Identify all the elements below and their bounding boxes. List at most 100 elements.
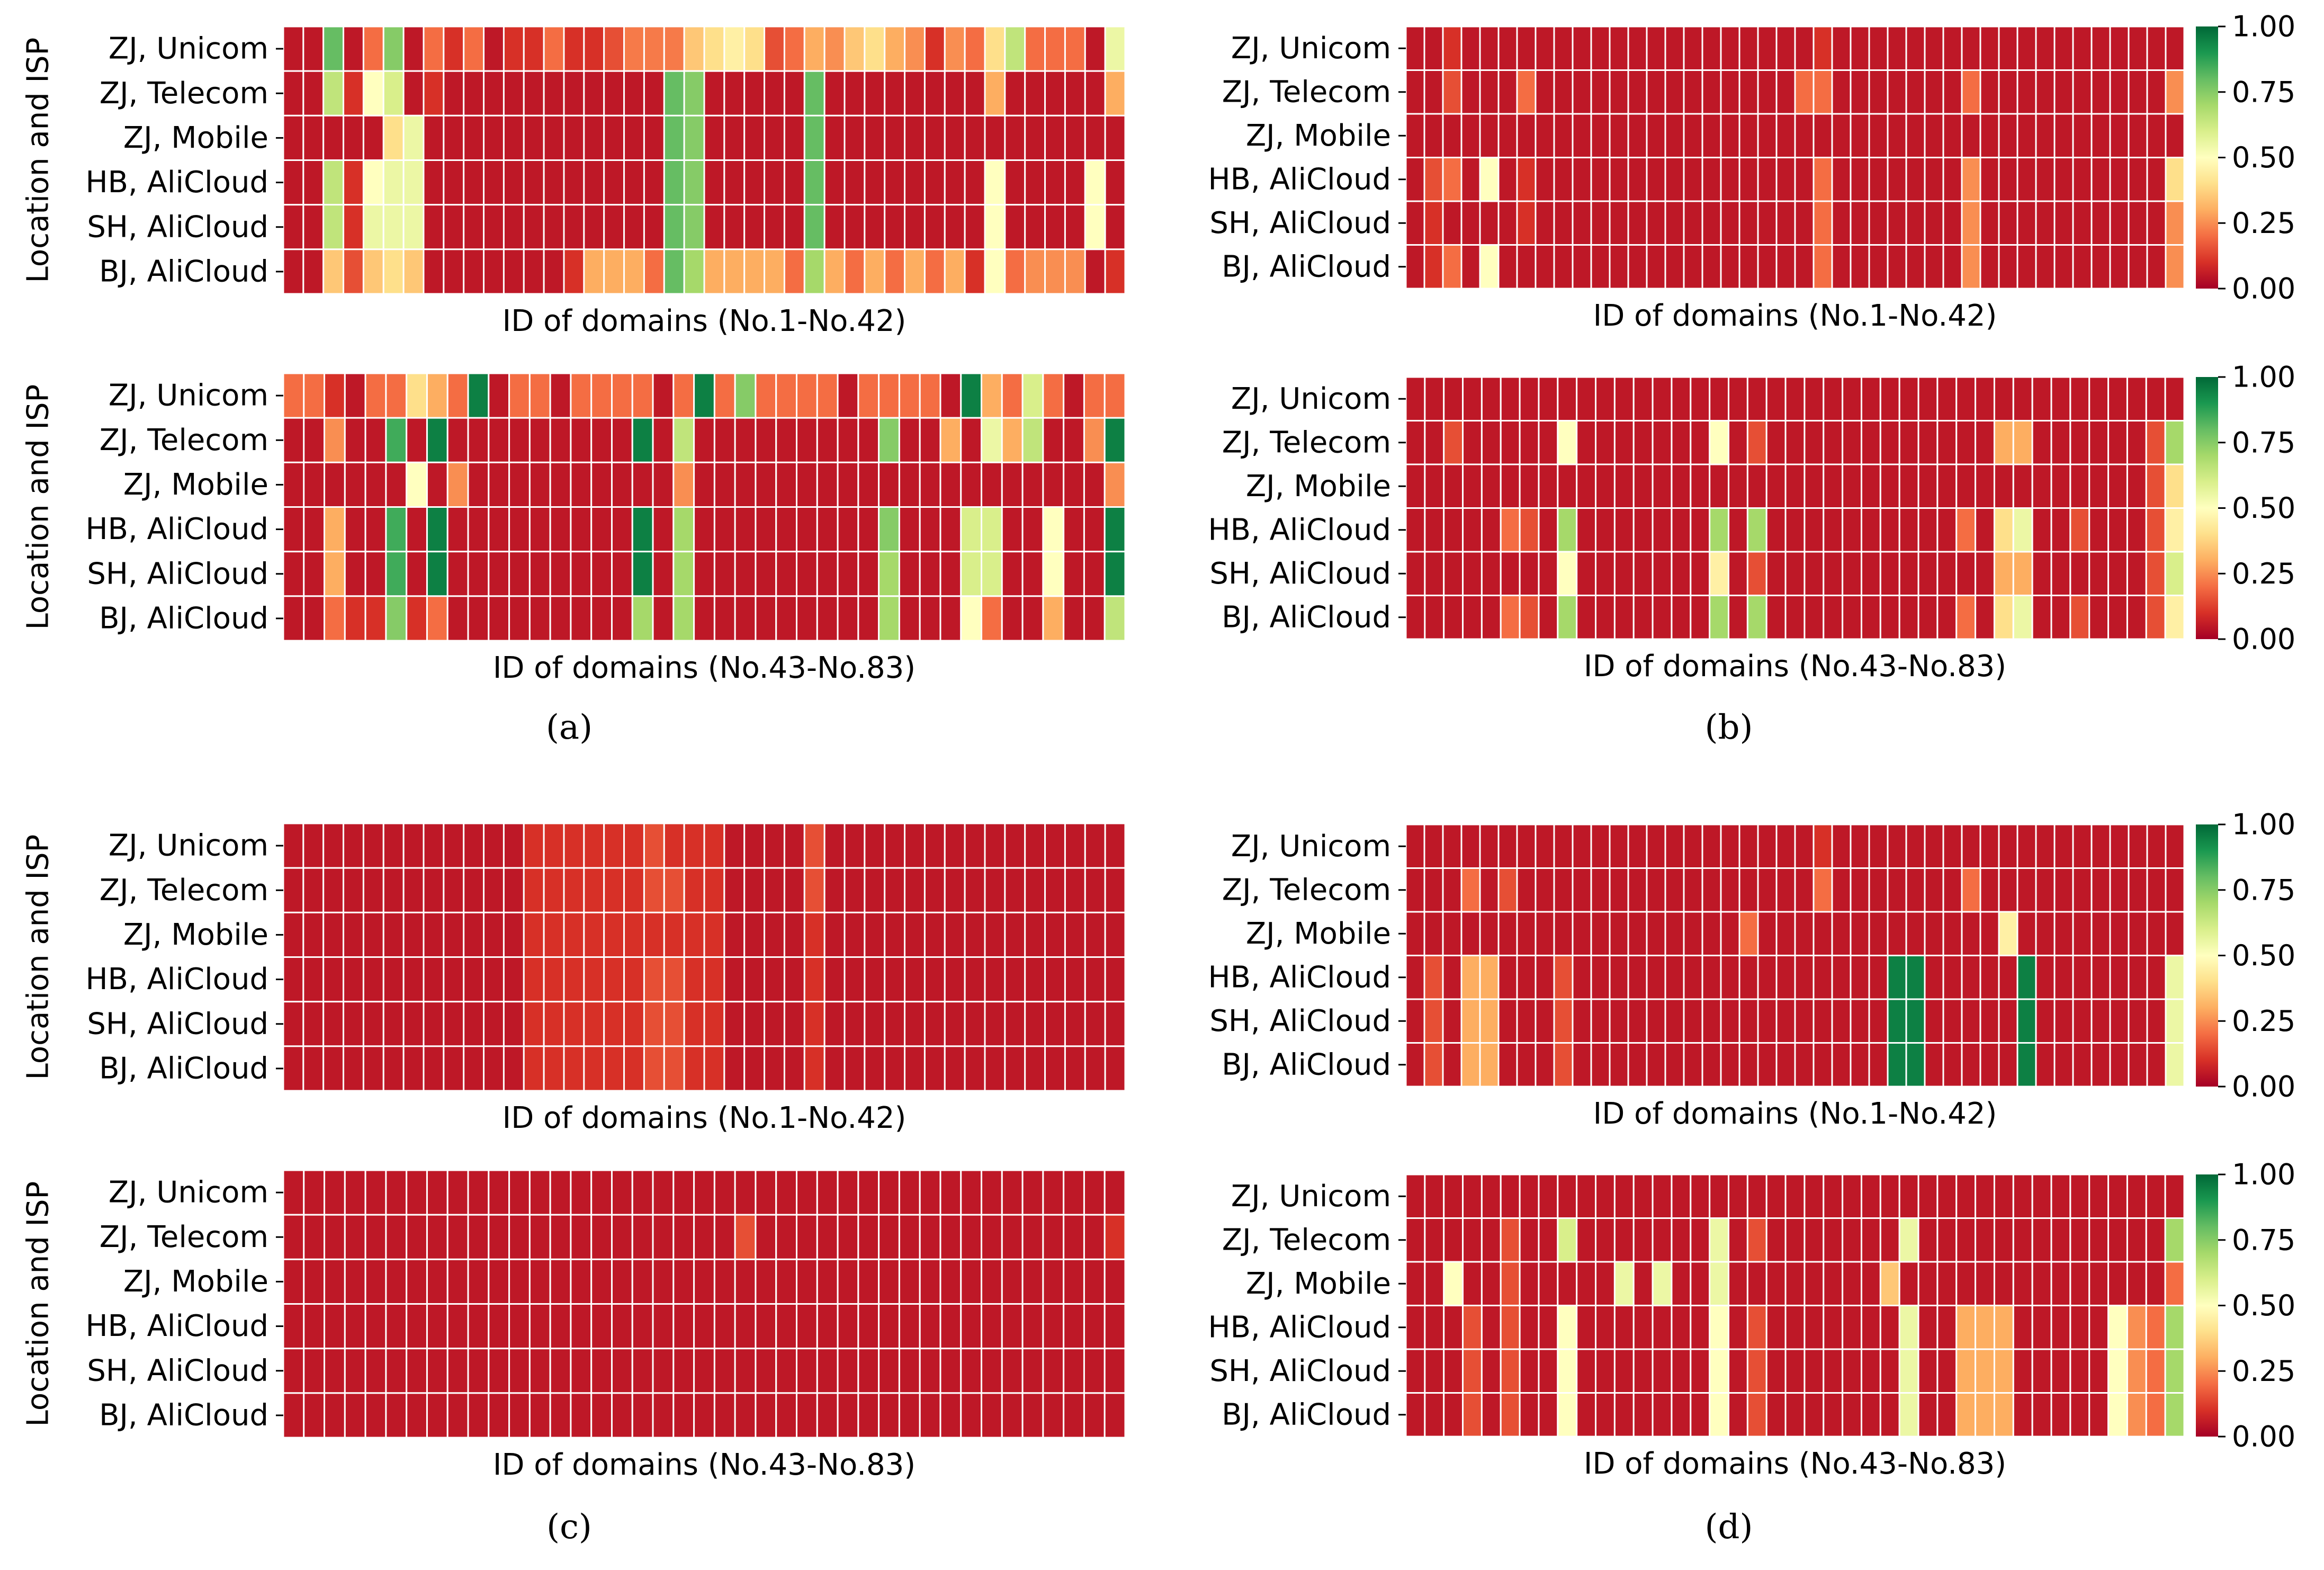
heatmap-cell: [1576, 1305, 1597, 1350]
heatmap-cell: [939, 372, 962, 419]
heatmap-cell: [1898, 595, 1919, 640]
heatmap-cell: [1775, 244, 1796, 290]
heatmap-cell: [2126, 376, 2147, 421]
heatmap-cell: [1879, 463, 1900, 509]
heatmap-cell: [1480, 420, 1502, 465]
heatmap-cell: [1690, 1305, 1711, 1350]
colorbar-tick-label: 0.75: [2232, 75, 2295, 109]
heatmap-cell: [713, 461, 736, 508]
x-axis-label: ID of domains (No.43-No.83): [1584, 649, 2006, 684]
heatmap-cell: [2016, 113, 2037, 158]
y-tick-label: ZJ, Unicom: [1231, 1179, 1391, 1214]
heatmap-cell: [1460, 113, 1481, 158]
heatmap-cell: [2126, 1305, 2147, 1350]
y-axis-label: Location and ISP: [21, 38, 56, 283]
heatmap-cell: [1044, 1001, 1066, 1047]
heatmap-cell: [2146, 867, 2167, 913]
y-tick-label: ZJ, Unicom: [1231, 31, 1391, 66]
heatmap-cell: [1044, 867, 1066, 913]
heatmap-cell: [1104, 114, 1126, 161]
heatmap-cell: [803, 1001, 825, 1047]
heatmap-cell: [1519, 1173, 1540, 1219]
heatmap-cell: [984, 911, 1006, 958]
heatmap-cell: [1850, 955, 1870, 1000]
heatmap-cell: [1460, 911, 1481, 956]
heatmap-cell: [443, 1045, 465, 1092]
heatmap-cell: [796, 417, 818, 463]
heatmap-cell: [1955, 1173, 1977, 1219]
colorbar-gradient: [2196, 824, 2218, 1087]
heatmap-cell: [775, 1392, 798, 1439]
heatmap-cell: [385, 417, 408, 463]
heatmap-cell: [1004, 25, 1026, 72]
heatmap-cell: [703, 248, 725, 295]
heatmap-cell: [1442, 823, 1462, 869]
heatmap-cell: [803, 956, 825, 1003]
heatmap-cell: [2165, 244, 2185, 290]
heatmap-cell: [1812, 244, 1833, 290]
heatmap-cell: [508, 1214, 531, 1260]
heatmap-cell: [672, 551, 695, 597]
heatmap-cell: [2031, 376, 2052, 421]
heatmap-cell: [1860, 1305, 1881, 1350]
heatmap-cell: [443, 70, 465, 116]
heatmap-cell: [1683, 867, 1703, 913]
heatmap-cell: [964, 1045, 986, 1092]
heatmap-cell: [508, 506, 531, 553]
heatmap-cell: [322, 867, 345, 913]
heatmap-cell: [1104, 911, 1126, 958]
heatmap-cell: [1794, 113, 1815, 158]
heatmap-cell: [1720, 867, 1740, 913]
heatmap-cell: [570, 372, 593, 419]
heatmap-cell: [1632, 420, 1654, 465]
heatmap-cell: [923, 867, 946, 913]
heatmap-cell: [939, 1303, 962, 1350]
heatmap-cell: [1823, 1261, 1844, 1306]
heatmap-cell: [1701, 823, 1722, 869]
heatmap-cell: [2128, 1042, 2148, 1088]
heatmap-cell: [703, 25, 725, 72]
heatmap-cell: [1831, 157, 1852, 202]
heatmap-cell: [1497, 998, 1518, 1044]
heatmap-cell: [796, 1258, 818, 1305]
heatmap-cell: [960, 417, 983, 463]
heatmap-cell: [1460, 244, 1481, 290]
heatmap-cell: [864, 159, 886, 206]
heatmap-cell: [1595, 1173, 1616, 1219]
heatmap-cell: [1103, 551, 1126, 597]
heatmap-cell: [344, 551, 366, 597]
heatmap-cell: [631, 1303, 654, 1350]
heatmap-cell: [590, 461, 613, 508]
heatmap-cell: [1538, 507, 1559, 553]
heatmap-cell: [463, 248, 485, 295]
heatmap-cell: [2053, 200, 2074, 246]
heatmap-cell: [1993, 1305, 2014, 1350]
heatmap-cell: [1898, 1173, 1919, 1219]
heatmap-cell: [2088, 1173, 2110, 1219]
heatmap-cell: [723, 956, 746, 1003]
heatmap-cell: [1794, 867, 1815, 913]
heatmap-cell: [864, 25, 886, 72]
heatmap-cell: [302, 204, 325, 250]
heatmap-cell: [1042, 1214, 1065, 1260]
heatmap-cell: [939, 551, 962, 597]
heatmap-cell: [1632, 463, 1654, 509]
heatmap-cell: [1652, 463, 1673, 509]
heatmap-cell: [1423, 69, 1444, 115]
heatmap-cell: [923, 25, 946, 72]
heatmap-cell: [960, 595, 983, 642]
heatmap-cell: [2035, 25, 2056, 71]
heatmap-cell: [1576, 507, 1597, 553]
heatmap-cell: [652, 506, 675, 553]
heatmap-cell: [1553, 867, 1574, 913]
heatmap-cell: [2109, 69, 2130, 115]
heatmap-cell: [898, 1303, 921, 1350]
heatmap-cell: [1794, 998, 1815, 1044]
heatmap-cell: [590, 1303, 613, 1350]
heatmap-cell: [1709, 551, 1730, 596]
heatmap-cell: [1044, 248, 1066, 295]
heatmap-cell: [1690, 595, 1711, 640]
heatmap-cell: [944, 114, 966, 161]
heatmap-cell: [1500, 420, 1521, 465]
